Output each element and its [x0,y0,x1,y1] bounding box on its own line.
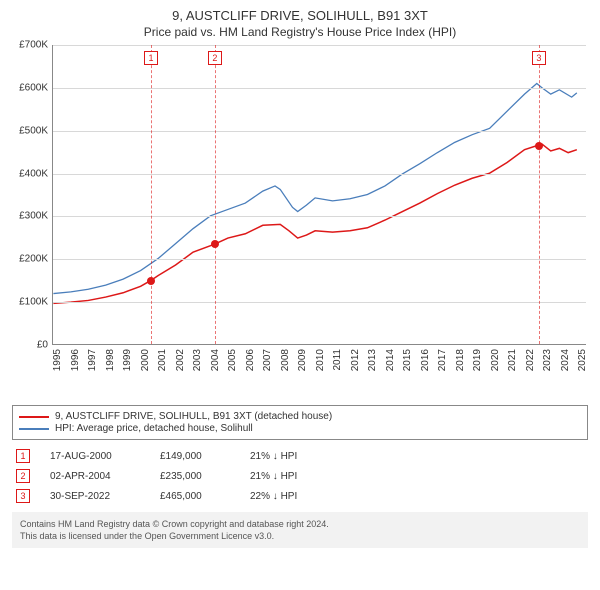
x-tick-label: 2009 [297,349,308,371]
x-tick-label: 2015 [402,349,413,371]
x-tick-label: 1995 [52,349,63,371]
gridline-horizontal [53,216,586,217]
series-line-hpi [53,83,576,293]
footer-line-1: Contains HM Land Registry data © Crown c… [20,518,580,530]
event-vline [215,45,216,344]
chart-lines [53,45,586,344]
chart-area: £0£100K£200K£300K£400K£500K£600K£700K 12… [12,45,588,397]
footer-attribution: Contains HM Land Registry data © Crown c… [12,512,588,548]
gridline-horizontal [53,302,586,303]
gridline-horizontal [53,259,586,260]
chart-subtitle: Price paid vs. HM Land Registry's House … [8,25,592,39]
legend-row: 9, AUSTCLIFF DRIVE, SOLIHULL, B91 3XT (d… [19,411,581,422]
gridline-horizontal [53,88,586,89]
x-tick-label: 1998 [105,349,116,371]
event-marker-dot [211,240,219,248]
event-date: 17-AUG-2000 [50,451,140,462]
x-tick-label: 2012 [350,349,361,371]
x-tick-label: 2002 [175,349,186,371]
x-tick-label: 2023 [542,349,553,371]
x-tick-label: 1999 [122,349,133,371]
gridline-horizontal [53,45,586,46]
event-row: 2 02-APR-2004 £235,000 21% ↓ HPI [12,466,588,486]
footer-line-2: This data is licensed under the Open Gov… [20,530,580,542]
x-tick-label: 2005 [227,349,238,371]
y-tick-label: £0 [37,340,48,351]
x-tick-label: 2001 [157,349,168,371]
x-tick-label: 2010 [315,349,326,371]
event-delta: 22% ↓ HPI [250,491,330,502]
x-tick-label: 2011 [332,349,343,371]
x-tick-label: 2000 [140,349,151,371]
x-tick-label: 2024 [560,349,571,371]
x-tick-label: 2017 [437,349,448,371]
event-marker-dot [535,142,543,150]
x-tick-label: 2016 [420,349,431,371]
event-price: £235,000 [160,471,230,482]
x-tick-label: 2019 [472,349,483,371]
event-marker-box: 1 [144,51,158,65]
series-line-property [53,144,576,303]
event-row: 1 17-AUG-2000 £149,000 21% ↓ HPI [12,446,588,466]
x-tick-label: 2008 [280,349,291,371]
y-tick-label: £600K [19,82,48,93]
event-index-box: 2 [16,469,30,483]
event-vline [151,45,152,344]
gridline-horizontal [53,131,586,132]
chart-title-block: 9, AUSTCLIFF DRIVE, SOLIHULL, B91 3XT Pr… [8,8,592,39]
event-delta: 21% ↓ HPI [250,451,330,462]
x-tick-label: 2022 [525,349,536,371]
event-marker-dot [147,277,155,285]
event-marker-box: 2 [208,51,222,65]
legend: 9, AUSTCLIFF DRIVE, SOLIHULL, B91 3XT (d… [12,405,588,440]
legend-row: HPI: Average price, detached house, Soli… [19,423,581,434]
events-table: 1 17-AUG-2000 £149,000 21% ↓ HPI 2 02-APR-200… [12,446,588,506]
legend-label: 9, AUSTCLIFF DRIVE, SOLIHULL, B91 3XT (d… [55,411,332,422]
y-tick-label: £100K [19,297,48,308]
x-tick-label: 1997 [87,349,98,371]
event-date: 30-SEP-2022 [50,491,140,502]
event-row: 3 30-SEP-2022 £465,000 22% ↓ HPI [12,486,588,506]
x-tick-label: 2007 [262,349,273,371]
event-index-box: 3 [16,489,30,503]
legend-swatch [19,416,49,418]
y-tick-label: £200K [19,254,48,265]
gridline-horizontal [53,174,586,175]
x-tick-label: 2004 [210,349,221,371]
y-tick-label: £300K [19,211,48,222]
x-axis: 1995 1996 1997 1998 1999 2000 2001 2002 2003 2004… [52,347,586,395]
x-tick-label: 2018 [455,349,466,371]
y-tick-label: £400K [19,168,48,179]
y-axis: £0£100K£200K£300K£400K£500K£600K£700K [12,45,52,345]
y-tick-label: £500K [19,125,48,136]
x-tick-label: 2013 [367,349,378,371]
x-tick-label: 2014 [385,349,396,371]
legend-swatch [19,428,49,430]
plot-area: 1 2 3 [52,45,586,345]
event-marker-box: 3 [532,51,546,65]
event-vline [539,45,540,344]
y-tick-label: £700K [19,40,48,51]
x-tick-label: 2006 [245,349,256,371]
x-tick-label: 2021 [507,349,518,371]
chart-title: 9, AUSTCLIFF DRIVE, SOLIHULL, B91 3XT [8,8,592,23]
legend-label: HPI: Average price, detached house, Soli… [55,423,253,434]
x-tick-label: 1996 [70,349,81,371]
event-price: £465,000 [160,491,230,502]
event-delta: 21% ↓ HPI [250,471,330,482]
event-index-box: 1 [16,449,30,463]
x-tick-label: 2003 [192,349,203,371]
event-date: 02-APR-2004 [50,471,140,482]
x-tick-label: 2025 [577,349,588,371]
x-tick-label: 2020 [490,349,501,371]
event-price: £149,000 [160,451,230,462]
